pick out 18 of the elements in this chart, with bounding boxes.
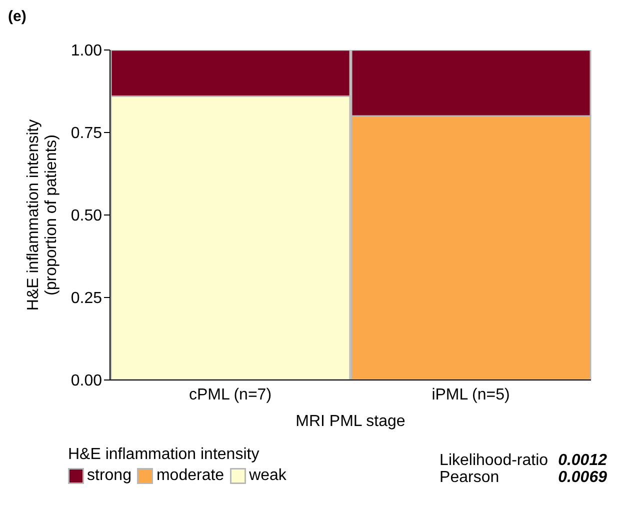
text: 0.0069 (558, 469, 607, 486)
y-tick-label: 0.25 (70, 290, 102, 308)
y-tick-label: 1.00 (70, 42, 102, 60)
legend-label: strong (86, 467, 132, 485)
x-tick-label: cPML (n=7) (188, 386, 272, 404)
text: Pearson (440, 469, 500, 486)
text: 0.0012 (558, 452, 607, 469)
legend-label: moderate (155, 467, 224, 485)
y-tick-label: 0.00 (70, 372, 102, 390)
y-tick-label: 0.75 (70, 125, 102, 142)
text: (e) (8, 8, 26, 25)
x-axis-title: MRI PML stage (296, 413, 406, 430)
y-tick-label: 0.50 (70, 208, 102, 225)
legend-title: H&E inflammation intensity (68, 446, 260, 464)
legend-label: weak (248, 467, 286, 485)
x-tick-label: iPML (n=5) (432, 386, 510, 404)
text: Likelihood-ratio (440, 452, 548, 469)
y-axis-title: H&E inflammation intensity (proportion of patients) (25, 119, 60, 311)
